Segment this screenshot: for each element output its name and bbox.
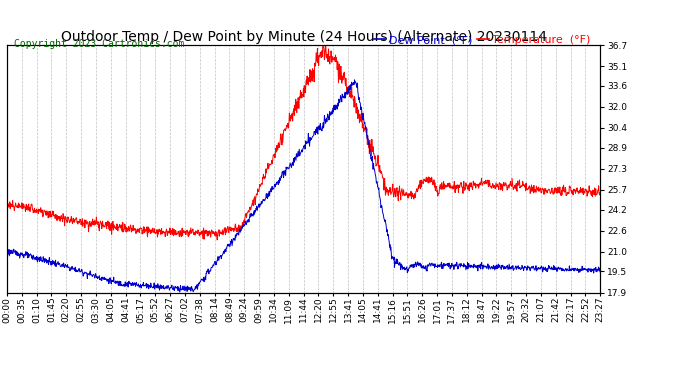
Legend: Dew Point  (°F), Temperature  (°F): Dew Point (°F), Temperature (°F) [370, 31, 595, 50]
Text: Copyright 2023 Cartronics.com: Copyright 2023 Cartronics.com [14, 39, 184, 50]
Title: Outdoor Temp / Dew Point by Minute (24 Hours) (Alternate) 20230114: Outdoor Temp / Dew Point by Minute (24 H… [61, 30, 546, 44]
